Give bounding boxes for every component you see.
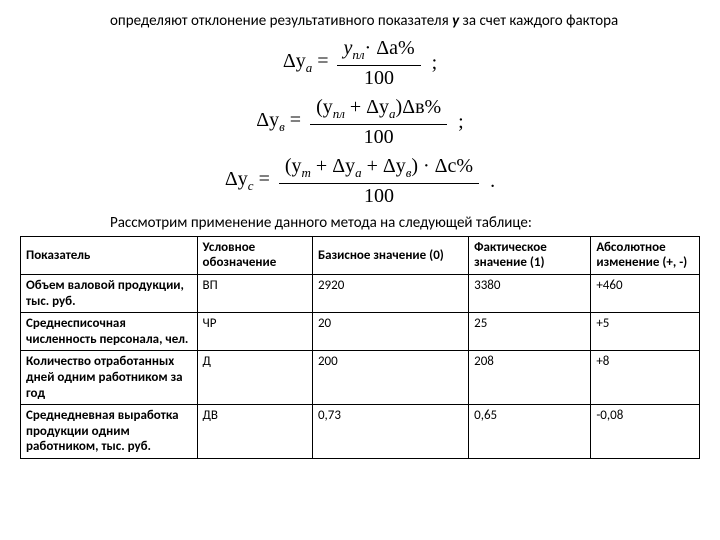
cell-fact: 208 <box>469 351 591 405</box>
table-row: Количество отработанных дней одним работ… <box>21 351 700 405</box>
cell-delta: +460 <box>591 274 700 312</box>
cell-delta: +8 <box>591 351 700 405</box>
cell-fact: 0,65 <box>469 405 591 459</box>
cell-fact: 25 <box>469 313 591 351</box>
formula-1: Δya = ynл· Δa% 100 ; <box>20 37 700 90</box>
cell-indicator: Среднедневная выработка продукции одним … <box>21 405 198 459</box>
cell-delta: +5 <box>591 313 700 351</box>
transition-text: Рассмотрим применение данного метода на … <box>110 214 700 232</box>
col-header: Абсолютное изменение (+, -) <box>591 236 700 274</box>
formula-block: Δya = ynл· Δa% 100 ; Δyв = (ynл + Δya)Δв… <box>20 37 700 208</box>
cell-base: 0,73 <box>312 405 468 459</box>
col-header: Условное обозначение <box>197 236 312 274</box>
cell-base: 200 <box>312 351 468 405</box>
table-row: Объем валовой продукции, тыс. руб. ВП 29… <box>21 274 700 312</box>
cell-symbol: Д <box>197 351 312 405</box>
cell-delta: -0,08 <box>591 405 700 459</box>
cell-symbol: ЧР <box>197 313 312 351</box>
cell-symbol: ДВ <box>197 405 312 459</box>
data-table: Показатель Условное обозначение Базисное… <box>20 236 700 459</box>
cell-symbol: ВП <box>197 274 312 312</box>
formula-3: Δyc = (ym + Δya + Δyв) · Δc% 100 . <box>20 155 700 208</box>
table-header-row: Показатель Условное обозначение Базисное… <box>21 236 700 274</box>
col-header: Показатель <box>21 236 198 274</box>
cell-indicator: Количество отработанных дней одним работ… <box>21 351 198 405</box>
cell-indicator: Объем валовой продукции, тыс. руб. <box>21 274 198 312</box>
formula-2: Δyв = (ynл + Δya)Δв% 100 ; <box>20 96 700 149</box>
col-header: Базисное значение (0) <box>312 236 468 274</box>
table-row: Среднесписочная численность персонала, ч… <box>21 313 700 351</box>
intro-paragraph: определяют отклонение результативного по… <box>110 12 680 31</box>
cell-base: 2920 <box>312 274 468 312</box>
cell-fact: 3380 <box>469 274 591 312</box>
table-row: Среднедневная выработка продукции одним … <box>21 405 700 459</box>
col-header: Фактическое значение (1) <box>469 236 591 274</box>
cell-indicator: Среднесписочная численность персонала, ч… <box>21 313 198 351</box>
cell-base: 20 <box>312 313 468 351</box>
